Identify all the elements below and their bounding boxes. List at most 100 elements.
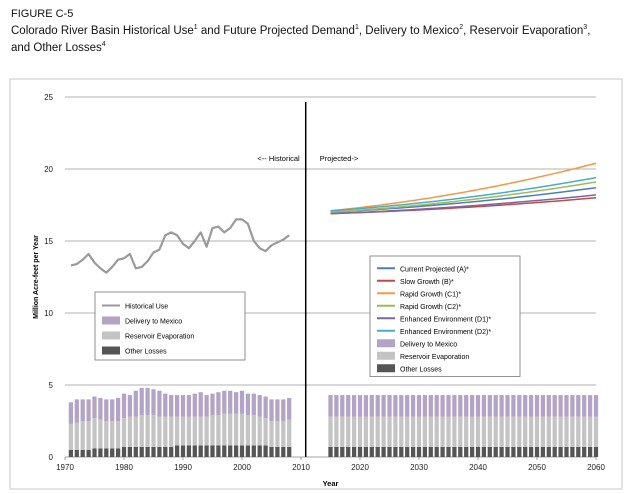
bar-delivery-to-mexico: [440, 395, 445, 417]
bar-reservoir-evaporation: [351, 416, 357, 447]
bar-other-losses: [92, 448, 97, 457]
bar-delivery-to-mexico: [517, 395, 522, 417]
legend-label: Historical Use: [125, 304, 168, 311]
bar-reservoir-evaporation: [452, 416, 457, 447]
bar-other-losses: [387, 446, 392, 457]
bar-reservoir-evaporation: [80, 421, 85, 450]
bar-delivery-to-mexico: [186, 395, 192, 417]
bar-other-losses: [410, 446, 416, 457]
bar-reservoir-evaporation: [587, 416, 593, 447]
legend-label: Rapid Growth (C2)*: [400, 304, 461, 311]
bar-delivery-to-mexico: [340, 395, 345, 417]
bar-delivery-to-mexico: [446, 395, 451, 417]
footnote-marker: 2: [459, 24, 464, 31]
bar-delivery-to-mexico: [133, 390, 138, 417]
bar-delivery-to-mexico: [416, 395, 422, 417]
bar-delivery-to-mexico: [157, 390, 162, 417]
bar-other-losses: [399, 446, 404, 457]
bar-delivery-to-mexico: [469, 395, 475, 417]
bar-stack: [552, 395, 557, 457]
bar-delivery-to-mexico: [369, 395, 374, 417]
bar-reservoir-evaporation: [458, 416, 463, 447]
y-tick-label: 25: [44, 93, 53, 102]
bar-reservoir-evaporation: [121, 418, 127, 447]
bar-stack: [469, 395, 475, 457]
title-segment: , and Other Losses: [11, 24, 591, 54]
bar-other-losses: [110, 448, 115, 457]
bar-other-losses: [275, 446, 280, 457]
bar-reservoir-evaporation: [210, 415, 215, 446]
bar-delivery-to-mexico: [346, 395, 351, 417]
bar-reservoir-evaporation: [487, 416, 492, 447]
bar-other-losses: [487, 446, 492, 457]
bar-other-losses: [422, 446, 428, 457]
bar-other-losses: [68, 449, 74, 457]
bar-delivery-to-mexico: [511, 395, 516, 417]
bar-stack: [228, 390, 233, 457]
bar-reservoir-evaporation: [564, 416, 569, 447]
bar-other-losses: [74, 449, 79, 457]
bar-stack: [115, 397, 121, 457]
bar-stack: [399, 395, 404, 457]
annotation-projected: Projected->: [320, 154, 359, 163]
title-segment: , Delivery to Mexico: [358, 24, 460, 37]
bar-stack: [564, 395, 569, 457]
bar-reservoir-evaporation: [115, 421, 121, 449]
bar-delivery-to-mexico: [68, 402, 74, 424]
bar-reservoir-evaporation: [405, 416, 410, 447]
bar-stack: [570, 395, 575, 457]
bar-other-losses: [233, 445, 239, 457]
bar-reservoir-evaporation: [576, 416, 581, 447]
bar-delivery-to-mexico: [564, 395, 569, 417]
bar-reservoir-evaporation: [139, 415, 144, 447]
bar-delivery-to-mexico: [410, 395, 416, 417]
bar-stack: [239, 390, 245, 457]
bar-other-losses: [210, 445, 215, 457]
bar-delivery-to-mexico: [387, 395, 392, 417]
bar-other-losses: [481, 446, 487, 457]
bar-stack: [528, 395, 534, 457]
bar-reservoir-evaporation: [381, 416, 386, 447]
bar-delivery-to-mexico: [593, 395, 599, 417]
bar-other-losses: [446, 446, 451, 457]
bar-other-losses: [228, 445, 233, 457]
bar-delivery-to-mexico: [334, 395, 339, 417]
bar-delivery-to-mexico: [487, 395, 492, 417]
bar-other-losses: [369, 446, 374, 457]
bar-reservoir-evaporation: [399, 416, 404, 447]
bar-stack: [180, 395, 186, 457]
x-tick-label: 2010: [292, 463, 310, 472]
bar-reservoir-evaporation: [422, 416, 428, 447]
bar-reservoir-evaporation: [239, 413, 245, 446]
bar-reservoir-evaporation: [127, 416, 133, 447]
bar-stack: [251, 393, 256, 457]
bar-other-losses: [287, 446, 292, 457]
bar-other-losses: [357, 446, 363, 457]
bar-stack: [523, 395, 528, 457]
bar-other-losses: [80, 449, 85, 457]
bar-stack: [233, 392, 239, 457]
bar-stack: [127, 395, 133, 457]
y-axis-label: Million Acre-feet per Year: [33, 235, 40, 319]
y-tick-label: 10: [44, 309, 53, 318]
bar-reservoir-evaporation: [92, 418, 97, 449]
x-tick-label: 2030: [410, 463, 428, 472]
bar-reservoir-evaporation: [375, 416, 380, 447]
bar-stack: [363, 395, 369, 457]
y-tick-label: 20: [44, 165, 53, 174]
bar-stack: [416, 395, 422, 457]
bar-other-losses: [458, 446, 463, 457]
bar-delivery-to-mexico: [552, 395, 557, 417]
bar-other-losses: [564, 446, 569, 457]
bar-reservoir-evaporation: [410, 416, 416, 447]
bar-reservoir-evaporation: [552, 416, 557, 447]
bar-reservoir-evaporation: [328, 416, 333, 447]
bar-stack: [381, 395, 386, 457]
x-tick-label: 1970: [56, 463, 74, 472]
legend: Historical Use Delivery to Mexico Reservoi…: [94, 291, 246, 361]
legend: Current Projected (A)* Slow Growth (B)* Ra…: [369, 255, 521, 377]
bar-reservoir-evaporation: [528, 416, 534, 447]
bar-stack: [410, 395, 416, 457]
figure-label: FIGURE C-5: [11, 8, 74, 20]
bar-reservoir-evaporation: [228, 413, 233, 446]
